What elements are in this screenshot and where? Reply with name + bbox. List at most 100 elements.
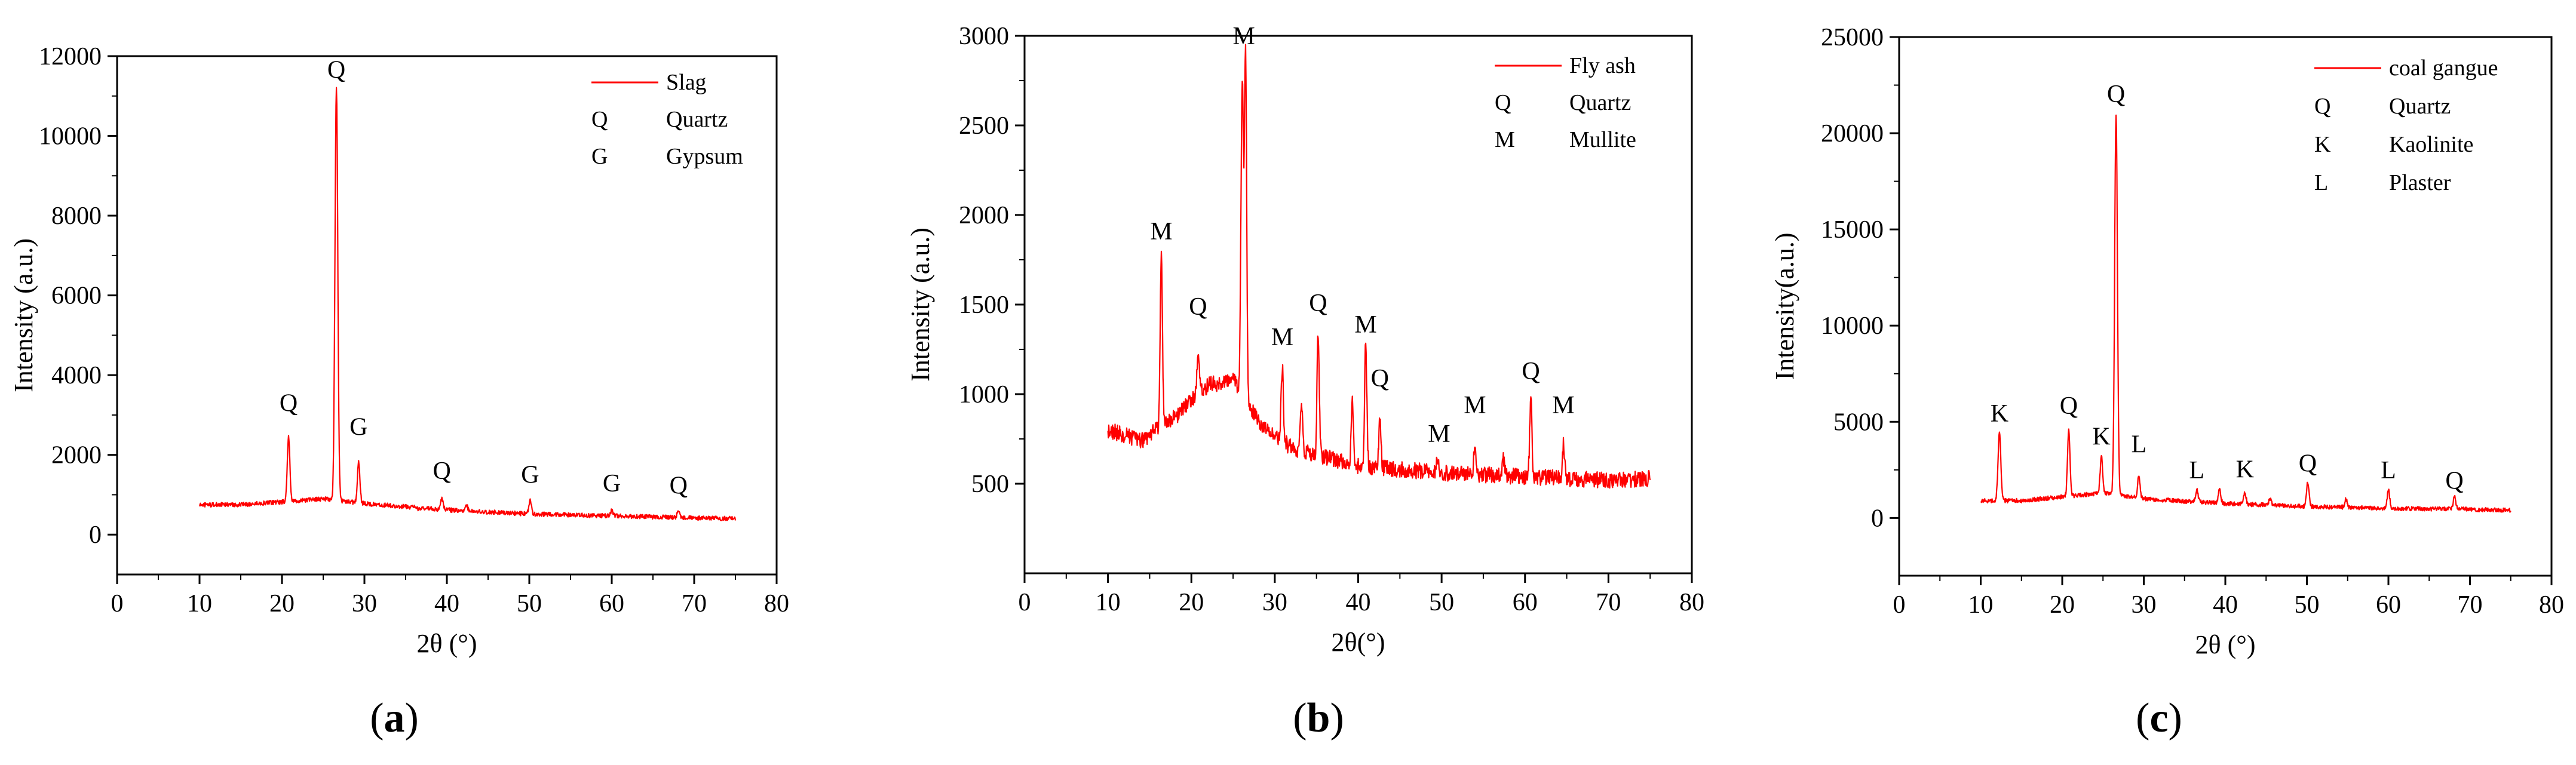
y-tick-label: 0 [89, 521, 102, 549]
peak-label: M [1552, 392, 1574, 419]
x-tick-label: 30 [1262, 589, 1287, 616]
peak-label: G [349, 413, 367, 441]
peak-label: Q [1371, 365, 1389, 392]
legend-label: Fly ash [1569, 53, 1636, 78]
peak-label: K [2092, 423, 2110, 451]
panel-caption-letter: b [1307, 695, 1330, 741]
peak-label: M [1233, 23, 1255, 50]
y-tick-label: 1000 [959, 381, 1009, 408]
x-tick-label: 30 [2132, 591, 2157, 619]
panel-caption: (a) [370, 695, 419, 741]
plot-frame [1023, 35, 1693, 574]
y-tick-label: 6000 [51, 282, 102, 310]
legend-symbol: M [1495, 127, 1515, 152]
x-tick-label: 40 [434, 590, 459, 617]
x-tick-label: 80 [1679, 589, 1704, 616]
y-axis-title: Intensity (a.u.) [9, 238, 38, 392]
peak-label: M [1464, 392, 1486, 419]
x-tick-label: 80 [764, 590, 789, 617]
legend-symbol: Q [591, 107, 608, 132]
peak-label: K [2236, 456, 2254, 483]
legend-label: Quartz [2389, 94, 2451, 119]
y-tick-label: 5000 [1833, 408, 1884, 436]
x-tick-label: 60 [1513, 589, 1538, 616]
x-axis-title: 2θ (°) [2195, 630, 2256, 659]
x-tick-label: 50 [1429, 589, 1454, 616]
x-tick-label: 20 [269, 590, 295, 617]
x-axis-title: 2θ (°) [417, 629, 477, 658]
legend-symbol: Q [1495, 90, 1511, 115]
chart-panel-a: 0 10 20 30 40 50 60 70 80 0 2000 4000 6000 8000 10000 1… [0, 0, 858, 762]
x-tick-label: 20 [1179, 589, 1204, 616]
x-tick-label: 50 [2295, 591, 2320, 619]
y-tick-label: 10000 [39, 123, 102, 150]
y-tick-label: 2500 [959, 112, 1009, 140]
x-tick-label: 40 [1346, 589, 1371, 616]
peak-label: Q [433, 457, 451, 485]
legend-symbol: K [2314, 132, 2331, 157]
peak-label: L [2189, 457, 2204, 484]
legend-label: Plaster [2389, 170, 2451, 195]
x-tick-label: 30 [352, 590, 377, 617]
peak-label: L [2131, 431, 2146, 458]
chart-svg-c: 0 10 20 30 40 50 60 70 80 0 5000 10000 15000 20000 250… [1770, 24, 2564, 741]
x-tick-label: 10 [1968, 591, 1994, 619]
x-tick-label: 60 [599, 590, 624, 617]
x-tick-label: 0 [1893, 591, 1906, 619]
x-tick-label: 10 [1096, 589, 1121, 616]
y-tick-label: 20000 [1821, 120, 1884, 148]
y-tick-label: 25000 [1821, 24, 1884, 51]
peak-label: M [1354, 311, 1376, 339]
chart-panel-b: 0 10 20 30 40 50 60 70 80 500 1000 1500 2000 2500 3000… [858, 0, 1717, 762]
x-tick-label: 70 [1596, 589, 1621, 616]
y-tick-label: 3000 [959, 23, 1009, 50]
panel-caption: (c) [2136, 695, 2182, 741]
x-tick-label: 50 [517, 590, 542, 617]
legend-label: coal gangue [2389, 56, 2498, 81]
peak-label: G [603, 470, 621, 497]
panel-caption-letter: c [2149, 695, 2168, 741]
y-axis-title: Intensity (a.u.) [906, 228, 935, 382]
x-axis-title: 2θ(°) [1332, 628, 1385, 657]
peak-label: Q [1189, 293, 1207, 321]
legend-symbol: L [2314, 170, 2328, 195]
chart-svg-a: 0 10 20 30 40 50 60 70 80 0 2000 4000 6000 8000 10000 1… [9, 43, 789, 741]
panel-caption-letter: a [384, 695, 405, 741]
y-tick-label: 4000 [51, 362, 102, 389]
y-tick-label: 8000 [51, 202, 102, 230]
y-tick-label: 1500 [959, 291, 1009, 319]
peak-label: L [2381, 457, 2396, 484]
y-tick-label: 2000 [959, 202, 1009, 229]
peak-label: Q [1522, 358, 1540, 385]
peak-label: Q [2107, 81, 2125, 108]
peak-label: Q [1309, 290, 1327, 317]
panel-caption: (b) [1293, 695, 1344, 741]
y-tick-label: 0 [1871, 505, 1884, 532]
peak-label: Q [280, 389, 298, 417]
legend-symbol: Q [2314, 94, 2330, 119]
peak-label: M [1271, 324, 1293, 351]
x-tick-label: 20 [2050, 591, 2075, 619]
x-tick-label: 0 [111, 590, 124, 617]
x-tick-label: 40 [2213, 591, 2238, 619]
y-tick-label: 500 [971, 471, 1009, 498]
peak-label: K [1991, 400, 2008, 428]
x-tick-label: 10 [187, 590, 212, 617]
x-tick-label: 80 [2539, 591, 2564, 619]
y-tick-label: 12000 [39, 43, 102, 70]
y-tick-label: 2000 [51, 442, 102, 469]
series-line-coal-gangue [1980, 114, 2511, 513]
x-tick-label: 70 [682, 590, 707, 617]
peak-label: Q [2445, 468, 2463, 495]
series-line-fly-ash [1107, 44, 1651, 489]
y-tick-label: 15000 [1821, 216, 1884, 244]
chart-svg-b: 0 10 20 30 40 50 60 70 80 500 1000 1500 2000 2500 3000… [906, 23, 1704, 741]
legend-label: Gypsum [666, 144, 743, 169]
legend-symbol: G [591, 144, 608, 169]
x-tick-label: 60 [2376, 591, 2401, 619]
peak-label: M [1428, 420, 1450, 448]
chart-panel-c: 0 10 20 30 40 50 60 70 80 0 5000 10000 15000 20000 250… [1717, 0, 2576, 762]
peak-label: M [1150, 218, 1172, 245]
legend-label: Slag [666, 70, 707, 95]
legend-label: Kaolinite [2389, 132, 2473, 157]
